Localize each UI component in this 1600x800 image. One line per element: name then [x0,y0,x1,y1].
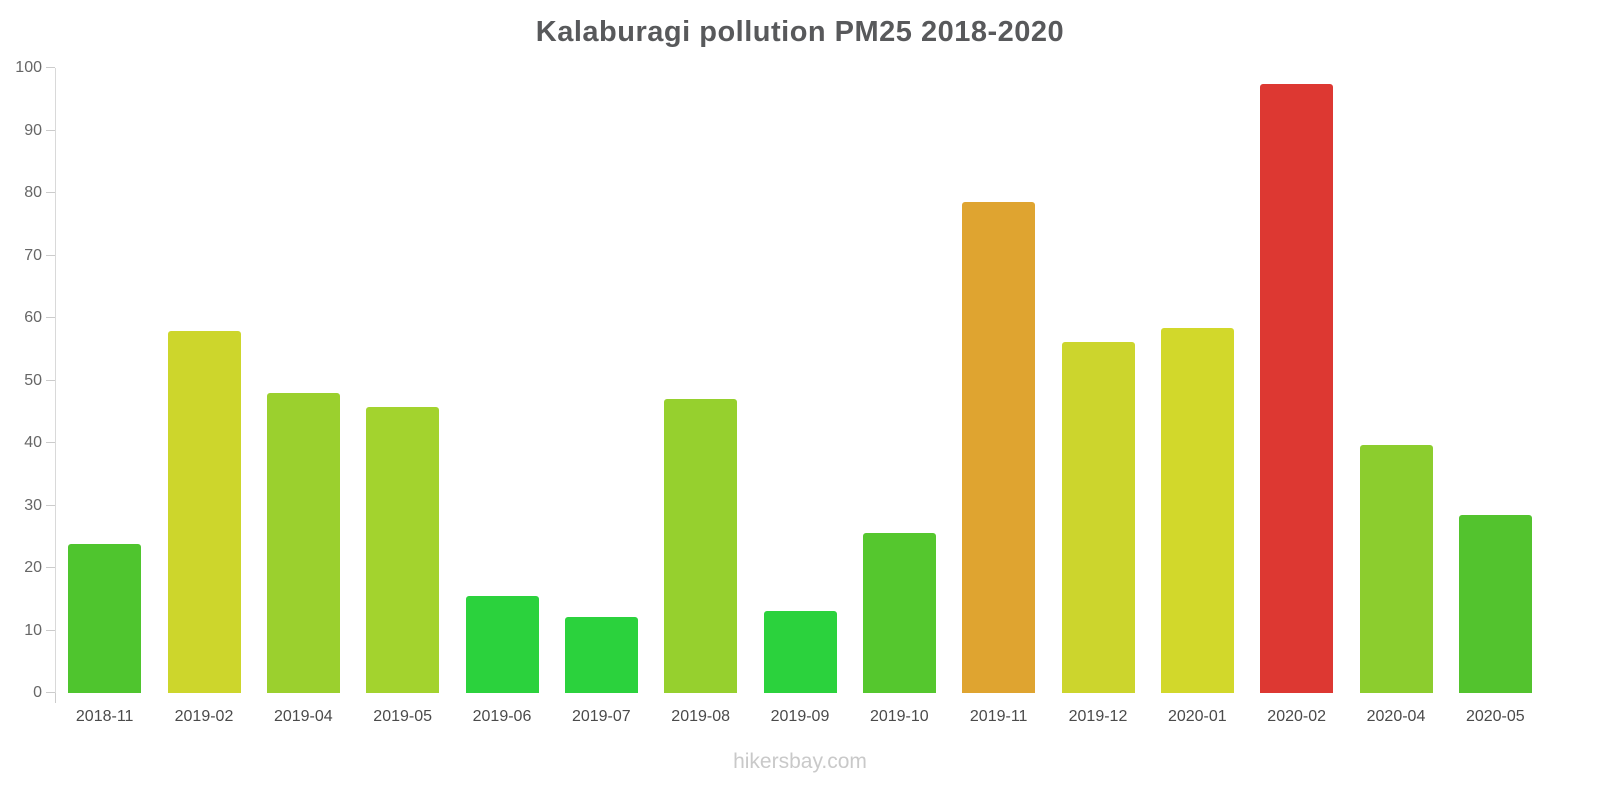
bar-2019-02 [167,330,241,693]
bar-2020-04 [1359,444,1433,693]
y-tick-label-90: 90 [24,121,42,139]
x-tick-label-2019-10: 2019-10 [869,708,929,725]
x-axis-origin-tick [55,693,56,703]
y-tick-mark-70 [46,254,55,256]
y-tick-mark-80 [46,192,55,193]
bar-2018-11 [68,544,142,693]
y-tick-mark-90 [46,129,55,131]
x-tick-label-2019-02: 2019-02 [174,708,234,725]
y-tick-label-20: 20 [24,559,42,576]
y-tick-mark-20 [46,567,55,568]
y-tick-mark-10 [46,629,55,631]
bar-2019-11 [962,202,1036,693]
y-tick-mark-60 [46,317,55,318]
y-tick-label-80: 80 [24,184,42,201]
y-axis-labels: 0 10 20 30 40 50 60 70 80 90 100 [0,60,42,701]
y-tick-label-60: 60 [24,309,42,326]
bar-2020-01 [1160,328,1234,693]
y-tick-mark-30 [46,504,55,506]
bar-2019-05 [366,406,440,693]
x-tick-label-2020-05: 2020-05 [1465,708,1525,725]
x-tick-label-2019-06: 2019-06 [472,708,532,725]
y-tick-label-70: 70 [24,246,42,264]
x-tick-label-2020-01: 2020-01 [1167,708,1227,725]
x-tick-label-2019-12: 2019-12 [1068,708,1128,725]
x-tick-label-2019-07: 2019-07 [571,708,631,725]
bar-2020-05 [1458,514,1532,693]
x-tick-label-2019-08: 2019-08 [671,708,731,725]
y-tick-label-30: 30 [24,496,42,514]
x-tick-label-2019-04: 2019-04 [273,708,333,725]
plot-area [55,68,1545,693]
y-tick-label-40: 40 [24,434,42,451]
y-tick-mark-40 [46,442,55,443]
bar-2019-07 [564,616,638,693]
y-tick-label-10: 10 [24,621,42,639]
x-tick-label-2018-11: 2018-11 [75,708,134,725]
bar-2019-10 [862,533,936,693]
y-tick-mark-100 [46,67,55,68]
y-tick-mark-50 [46,379,55,381]
y-tick-label-50: 50 [24,371,42,389]
x-tick-label-2020-02: 2020-02 [1267,708,1327,725]
bar-2019-04 [266,393,340,693]
y-tick-label-0: 0 [33,684,42,701]
y-tick-label-100: 100 [15,59,42,76]
x-tick-label-2019-11: 2019-11 [969,708,1028,725]
bar-2019-12 [1061,341,1135,693]
bar-2019-09 [763,610,837,693]
bar-2019-08 [664,399,738,693]
bar-2020-02 [1260,83,1334,693]
x-tick-label-2019-09: 2019-09 [770,708,830,725]
y-axis-ticks [46,67,55,693]
y-tick-mark-0 [46,692,55,693]
x-tick-label-2019-05: 2019-05 [373,708,433,725]
bar-2019-06 [465,596,539,693]
x-tick-label-2020-04: 2020-04 [1366,708,1426,725]
x-axis-labels: 2018-11 2019-02 2019-04 2019-05 2019-06 2019-… [55,708,1545,734]
y-axis-line [55,68,56,693]
watermark: hikersbay.com [733,750,867,773]
chart-title: Kalaburagi pollution PM25 2018-2020 [535,16,1065,48]
